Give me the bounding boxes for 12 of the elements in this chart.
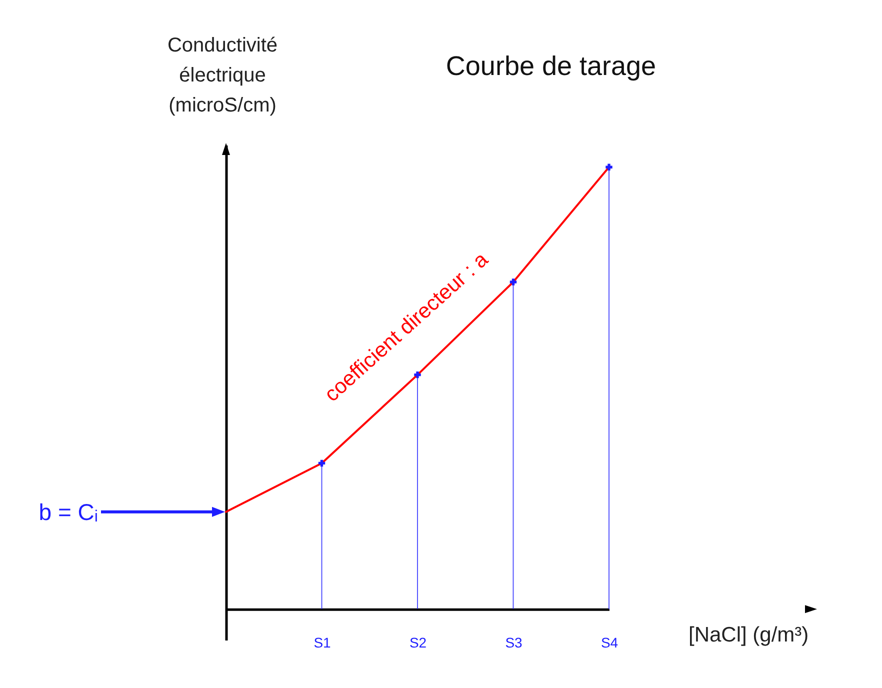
x-tick-label: S1 — [314, 634, 332, 650]
x-axis-title: [NaCl] (g/m³) — [688, 624, 809, 646]
point — [414, 371, 421, 378]
x-tick-label: S4 — [600, 634, 618, 650]
x-tick-label: S3 — [505, 634, 523, 650]
point — [606, 164, 612, 170]
text: b = Cᵢ — [38, 498, 98, 525]
chart-title: Courbe de tarage — [446, 51, 656, 81]
point — [510, 278, 517, 286]
point — [318, 460, 326, 467]
x-tick-label: S2 — [409, 634, 427, 650]
y-axis-title: Conductivité électrique (microS/cm) — [167, 34, 278, 116]
